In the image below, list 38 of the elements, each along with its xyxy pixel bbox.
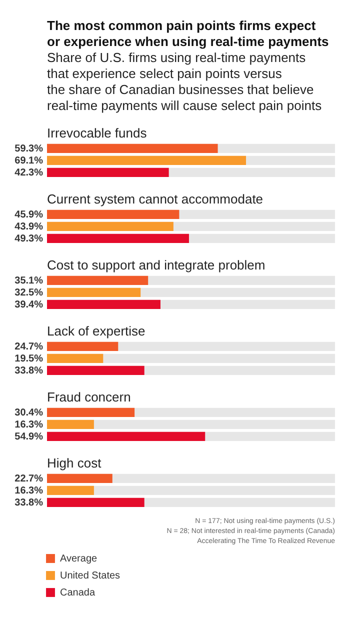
legend-label: Canada (60, 588, 96, 598)
data-label: 22.7% (14, 473, 44, 484)
data-label: 30.4% (14, 407, 44, 418)
legend-label: Average (60, 554, 98, 564)
y-tick-label: Lack of expertise (47, 323, 146, 338)
y-tick-label: Cost to support and integrate problem (47, 257, 266, 272)
bar (47, 486, 94, 495)
data-label: 39.4% (14, 299, 44, 310)
text: Share of U.S. firms using real-time payments (47, 50, 306, 65)
bar (47, 354, 104, 363)
bar (47, 474, 112, 483)
text: the share of Canadian businesses that believe (47, 82, 314, 97)
data-label: 16.3% (14, 419, 44, 430)
data-label: 42.3% (14, 167, 44, 178)
data-label: 59.3% (14, 143, 44, 154)
y-tick-label: Irrevocable funds (47, 125, 148, 140)
text: real-time payments will cause select pain points (47, 98, 322, 113)
data-label: 16.3% (14, 485, 44, 496)
bar (47, 342, 118, 351)
text: The most common pain points firms expect (47, 18, 316, 33)
data-label: 32.5% (14, 287, 44, 298)
legend-label: United States (60, 570, 120, 582)
data-label: 69.1% (14, 155, 44, 166)
data-label: 33.8% (14, 497, 44, 508)
data-label: 45.9% (14, 209, 44, 220)
y-tick-label: Fraud concern (47, 389, 131, 404)
text: that experience select pain points versus (47, 66, 282, 81)
data-label: 35.1% (14, 275, 44, 286)
y-tick-label: Current system cannot accommodate (47, 191, 264, 206)
data-label: 24.7% (14, 341, 44, 352)
bar (47, 420, 94, 429)
data-label: 54.9% (14, 431, 44, 442)
data-label: 33.8% (14, 365, 44, 376)
text: or experience when using real-time payments (47, 34, 329, 49)
y-tick-label: High cost (47, 455, 102, 470)
data-label: 43.9% (14, 221, 44, 232)
data-label: 19.5% (14, 353, 44, 364)
data-label: 49.3% (14, 233, 44, 244)
